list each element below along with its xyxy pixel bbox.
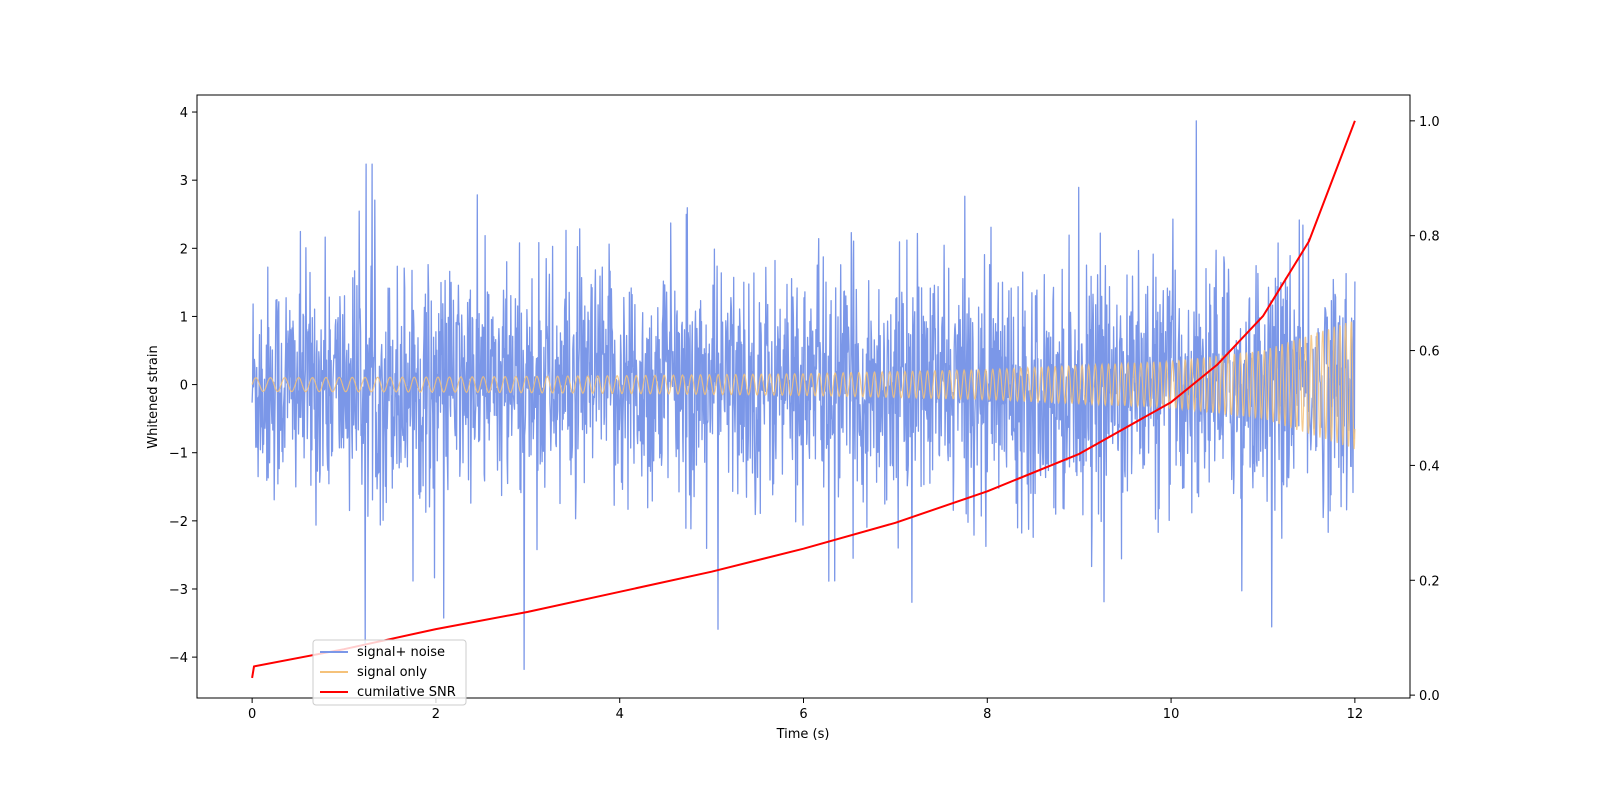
- x-tick-label: 10: [1163, 707, 1180, 722]
- x-tick-label: 12: [1347, 707, 1364, 722]
- y2-tick-label: 0.2: [1419, 574, 1440, 589]
- signal-line-layer: [251, 321, 1356, 450]
- y2-tick-label: 0.4: [1419, 459, 1440, 474]
- x-axis: 0 2 4 6 8 10 12: [248, 698, 1363, 722]
- x-axis-label: Time (s): [776, 727, 830, 742]
- x-tick-label: 8: [983, 707, 991, 722]
- x-tick-label: 6: [799, 707, 807, 722]
- legend-label-signal-noise: signal+ noise: [357, 645, 445, 660]
- y2-tick-label: 0.6: [1419, 345, 1440, 360]
- y-axis-label: Whitened strain: [146, 345, 161, 448]
- y2-tick-label: 1.0: [1419, 115, 1440, 130]
- noise-line-layer: [251, 120, 1356, 671]
- y2-tick-label: 0.0: [1419, 689, 1440, 704]
- snr-line-layer: [251, 120, 1356, 679]
- y-tick-label: 2: [180, 242, 188, 257]
- signal-noise-line: [251, 120, 1356, 671]
- y-tick-label: 1: [180, 310, 188, 325]
- legend-box: [312, 639, 467, 706]
- x-tick-label: 2: [432, 707, 440, 722]
- legend: signal+ noise signal only cumilative SNR: [312, 639, 467, 706]
- y-tick-label: −4: [169, 651, 188, 666]
- y-axis-left: −4 −3 −2 −1 0 1 2 3 4: [169, 106, 197, 666]
- y2-tick-label: 0.8: [1419, 230, 1440, 245]
- signal-only-line: [251, 321, 1356, 450]
- y-tick-label: 3: [180, 174, 188, 189]
- x-tick-label: 4: [616, 707, 624, 722]
- y-tick-label: 4: [180, 106, 188, 121]
- y-tick-label: 0: [180, 379, 188, 394]
- y-axis-right: 0.0 0.2 0.4 0.6 0.8 1.0: [1410, 115, 1440, 704]
- x-tick-label: 0: [248, 707, 256, 722]
- y-tick-label: −3: [169, 583, 188, 598]
- legend-label-signal-only: signal only: [357, 665, 427, 680]
- cumulative-snr-line: [251, 120, 1356, 679]
- y-tick-label: −2: [169, 515, 188, 530]
- y-tick-label: −1: [169, 447, 188, 462]
- legend-label-cumulative-snr: cumilative SNR: [357, 685, 456, 700]
